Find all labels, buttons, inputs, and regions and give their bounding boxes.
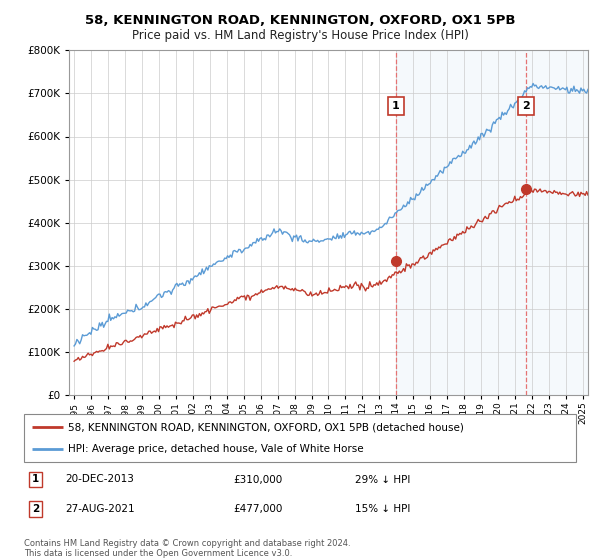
Text: 1: 1 xyxy=(392,101,400,111)
Text: Contains HM Land Registry data © Crown copyright and database right 2024.
This d: Contains HM Land Registry data © Crown c… xyxy=(24,539,350,558)
Text: 20-DEC-2013: 20-DEC-2013 xyxy=(65,474,134,484)
Text: 58, KENNINGTON ROAD, KENNINGTON, OXFORD, OX1 5PB: 58, KENNINGTON ROAD, KENNINGTON, OXFORD,… xyxy=(85,14,515,27)
Text: 2: 2 xyxy=(522,101,530,111)
Text: 29% ↓ HPI: 29% ↓ HPI xyxy=(355,474,410,484)
Text: 1: 1 xyxy=(32,474,40,484)
Text: 2: 2 xyxy=(32,504,40,514)
Text: 15% ↓ HPI: 15% ↓ HPI xyxy=(355,504,410,514)
Text: Price paid vs. HM Land Registry's House Price Index (HPI): Price paid vs. HM Land Registry's House … xyxy=(131,29,469,42)
Bar xyxy=(396,50,596,395)
Text: HPI: Average price, detached house, Vale of White Horse: HPI: Average price, detached house, Vale… xyxy=(68,444,364,454)
Text: 58, KENNINGTON ROAD, KENNINGTON, OXFORD, OX1 5PB (detached house): 58, KENNINGTON ROAD, KENNINGTON, OXFORD,… xyxy=(68,422,464,432)
Text: 27-AUG-2021: 27-AUG-2021 xyxy=(65,504,135,514)
Text: £310,000: £310,000 xyxy=(234,474,283,484)
Text: £477,000: £477,000 xyxy=(234,504,283,514)
FancyBboxPatch shape xyxy=(24,414,576,462)
